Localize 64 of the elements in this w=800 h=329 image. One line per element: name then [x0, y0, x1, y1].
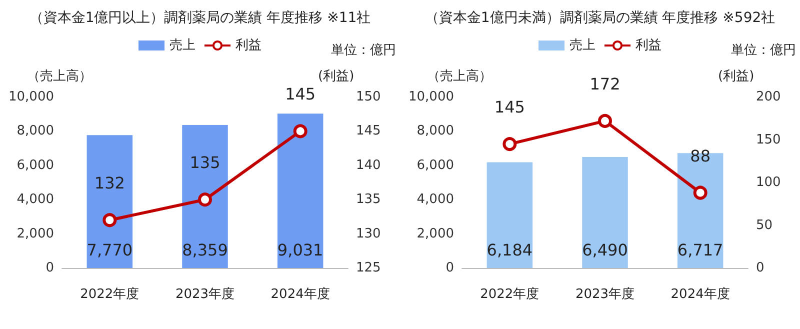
data-label: 6,490 — [582, 240, 628, 260]
point — [102, 213, 117, 228]
y-tick-label: 2,000 — [16, 226, 54, 242]
legend-label: 利益 — [636, 38, 662, 53]
data-label: 88 — [690, 146, 711, 166]
y2-tick-label: 150 — [756, 132, 781, 148]
chart-title: （資本金1億円未満）調剤薬局の業績 年度推移 ※592社 — [424, 10, 776, 26]
x-tick-label: 2023年度 — [175, 286, 235, 302]
data-label: 6,717 — [677, 240, 724, 260]
data-label: 6,184 — [486, 240, 533, 260]
data-label: 8,359 — [182, 240, 228, 260]
data-label: 145 — [494, 98, 525, 117]
y2-tick-label: 130 — [356, 226, 381, 242]
y-tick-label: 0 — [46, 260, 54, 276]
y2-axis-title: (利益) — [718, 69, 754, 84]
point — [198, 192, 212, 207]
y2-tick-label: 200 — [756, 90, 781, 104]
data-label: 145 — [285, 84, 316, 104]
y2-tick-label: 50 — [756, 218, 773, 233]
bar — [486, 162, 533, 268]
y2-tick-label: 150 — [356, 90, 381, 104]
text: 単位：億円 — [331, 43, 396, 58]
y-tick-label: 6,000 — [16, 158, 54, 173]
y2-tick-label: 0 — [756, 260, 764, 276]
y-tick-label: 4,000 — [416, 192, 454, 208]
y-tick-label: 10,000 — [8, 90, 54, 104]
bar — [86, 135, 133, 268]
y-tick-label: 8,000 — [16, 124, 54, 139]
bar — [277, 114, 324, 268]
chart-title: （資本金1億円以上）調剤薬局の業績 年度推移 ※11社 — [29, 10, 371, 26]
data-label: 9,031 — [277, 240, 324, 260]
y-axis-title: （売上高） — [427, 68, 492, 84]
x-tick-label: 2024年度 — [270, 286, 330, 302]
bar — [582, 157, 628, 268]
bar — [182, 125, 228, 268]
y-tick-label: 0 — [446, 260, 454, 276]
point — [293, 124, 308, 138]
y-tick-label: 10,000 — [408, 90, 454, 104]
y-tick-label: 8,000 — [416, 124, 454, 139]
y2-tick-label: 100 — [756, 175, 781, 190]
y2-tick-label: 140 — [356, 158, 381, 173]
x-tick-label: 2022年度 — [480, 286, 540, 302]
legend-label: 売上 — [170, 38, 196, 53]
y2-tick-label: 135 — [356, 192, 381, 208]
legend-label: 利益 — [236, 38, 262, 53]
x-tick-label: 2023年度 — [575, 286, 635, 302]
y2-tick-label: 145 — [356, 124, 381, 139]
y2-tick-label: 125 — [356, 260, 381, 276]
y2-axis-title: (利益) — [318, 69, 354, 84]
point — [598, 114, 612, 128]
x-tick-label: 2022年度 — [80, 286, 140, 302]
x-tick-label: 2024年度 — [670, 286, 730, 302]
y-axis-title: （売上高） — [27, 68, 92, 84]
y-tick-label: 6,000 — [416, 158, 454, 173]
legend-label: 売上 — [570, 38, 596, 53]
text: 単位：億円 — [731, 43, 796, 58]
data-label: 7,770 — [86, 240, 133, 260]
y-tick-label: 2,000 — [416, 226, 454, 242]
data-label: 132 — [94, 174, 125, 193]
point — [502, 137, 517, 152]
data-label: 172 — [590, 74, 620, 94]
y-tick-label: 4,000 — [16, 192, 54, 208]
data-label: 135 — [190, 153, 220, 172]
point — [693, 186, 708, 200]
